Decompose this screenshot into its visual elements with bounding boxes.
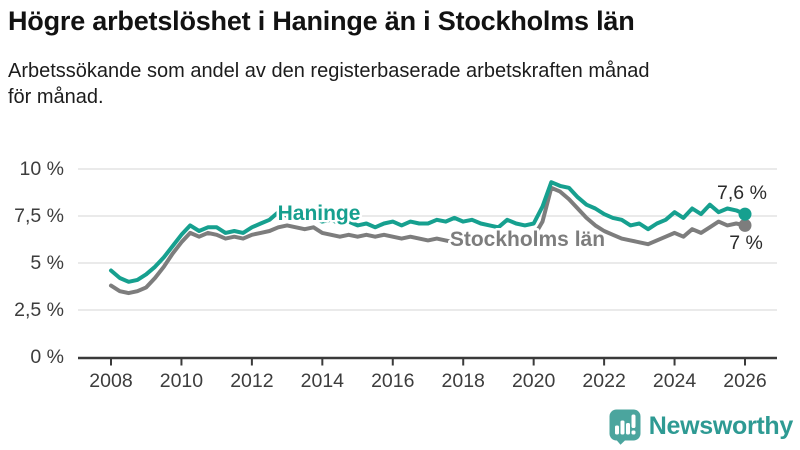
series-line-stockholms-l-n: [109, 185, 747, 296]
newsworthy-brand[interactable]: Newsworthy: [608, 408, 793, 445]
x-axis-tick-label: 2020: [512, 370, 556, 392]
y-axis-tick-label: 10 %: [20, 158, 64, 180]
newsworthy-logo-icon: [609, 409, 641, 445]
y-axis-tick-label: 7,5 %: [14, 205, 64, 227]
series-label-stockholms-l-n: Stockholms län: [450, 228, 605, 251]
x-axis-tick-label: 2016: [371, 370, 414, 392]
x-axis-tick-label: 2010: [160, 370, 204, 392]
x-axis-tick-label: 2012: [230, 370, 273, 392]
series-end-dot: [738, 207, 752, 221]
series-end-value-label: 7,6 %: [717, 182, 767, 204]
series-line-haninge: [109, 180, 747, 284]
y-axis-tick-label: 5 %: [30, 252, 64, 274]
chart-title: Högre arbetslöshet i Haninge än i Stockh…: [8, 6, 635, 36]
x-axis-tick-label: 2008: [89, 370, 132, 392]
x-axis-tick-label: 2024: [653, 370, 697, 392]
y-axis-tick-label: 0 %: [30, 346, 64, 368]
x-axis-tick-label: 2018: [442, 370, 485, 392]
x-axis-tick-label: 2022: [582, 370, 625, 392]
y-axis-tick-label: 2,5 %: [14, 299, 64, 321]
series-label-haninge: Haninge: [278, 202, 361, 225]
chart-subtitle: Arbetssökande som andel av den registerb…: [8, 60, 650, 109]
x-axis-tick-label: 2014: [301, 370, 345, 392]
newsworthy-brand-name: Newsworthy: [648, 412, 794, 440]
series-end-value-label: 7 %: [729, 232, 763, 254]
series-end-dot: [738, 218, 752, 232]
x-axis-tick-label: 2026: [723, 370, 766, 392]
